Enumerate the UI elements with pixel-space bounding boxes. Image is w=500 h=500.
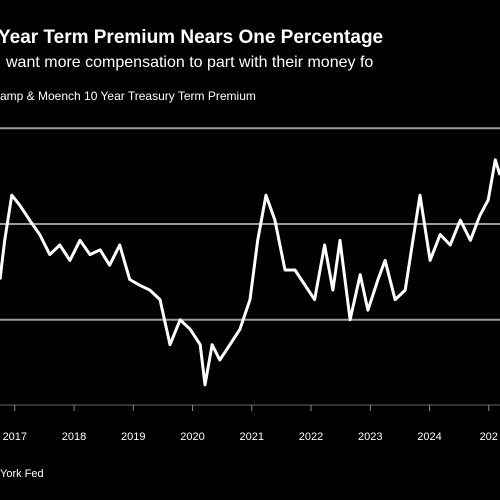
x-tick-label: 2023 xyxy=(358,431,382,443)
x-tick-label: 202 xyxy=(480,431,498,443)
chart-subtitle: want more compensation to part with thei… xyxy=(5,54,373,71)
chart-title: Year Term Premium Nears One Percentage xyxy=(0,27,383,48)
x-tick-label: 2021 xyxy=(240,431,264,443)
source: York Fed xyxy=(0,468,44,480)
x-tick-label: 2019 xyxy=(121,431,145,443)
legend-label: amp & Moench 10 Year Treasury Term Premi… xyxy=(0,89,256,103)
x-tick-label: 2017 xyxy=(3,431,27,443)
x-tick-label: 2018 xyxy=(62,431,86,443)
x-tick-label: 2022 xyxy=(299,431,323,443)
x-tick-label: 2020 xyxy=(180,431,204,443)
x-tick-label: 2024 xyxy=(417,431,441,443)
series-line xyxy=(0,158,500,387)
